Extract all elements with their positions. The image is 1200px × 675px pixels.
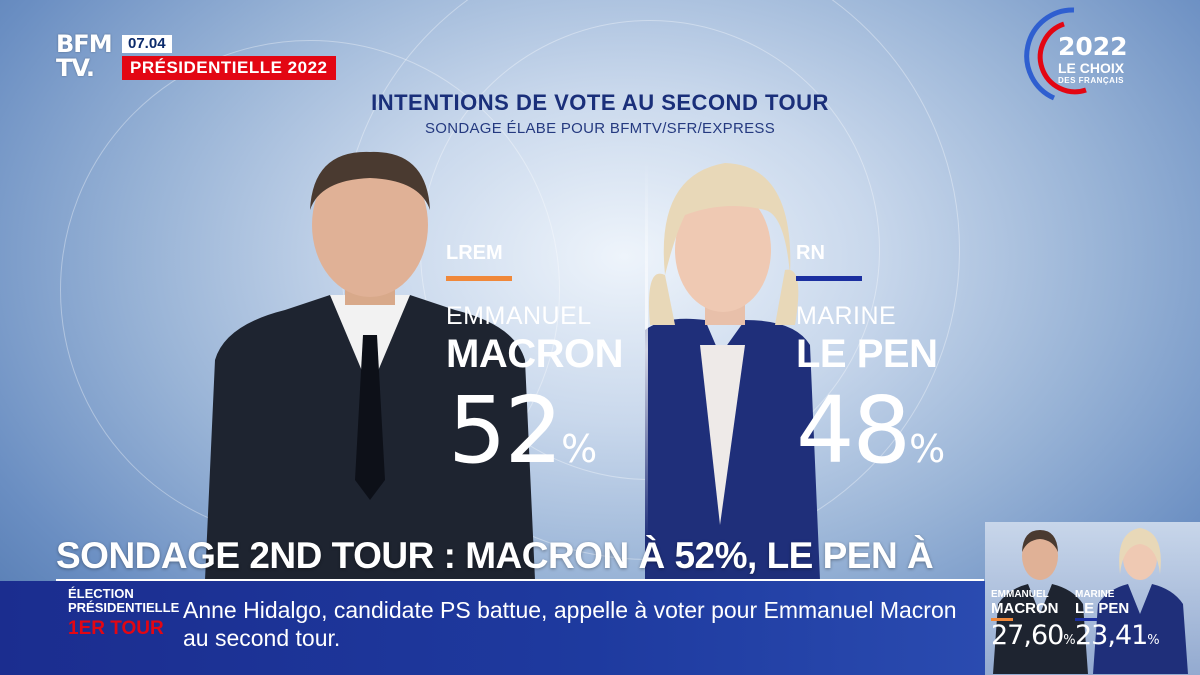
percentage-unit-macron: % bbox=[561, 427, 598, 471]
first-round-results-panel: EMMANUEL MACRON 27,60% MARINE LE PEN 23,… bbox=[985, 522, 1200, 675]
party-color-bar-lepen bbox=[796, 276, 862, 281]
party-label-lepen: RN bbox=[796, 242, 825, 264]
candidate-first-name-lepen: MARINE bbox=[796, 302, 897, 330]
percentage-unit-lepen: % bbox=[909, 427, 946, 471]
logo-line-2: TV. bbox=[56, 54, 95, 82]
mini-first-name-macron: EMMANUEL bbox=[991, 589, 1049, 600]
badge-line-1: LE CHOIX bbox=[1058, 60, 1125, 76]
party-color-bar-macron bbox=[446, 276, 512, 281]
mini-photo-macron bbox=[993, 530, 1088, 674]
candidate-photo-lepen bbox=[645, 163, 820, 580]
mini-last-name-macron: MACRON bbox=[991, 600, 1059, 617]
page-subtitle: SONDAGE ÉLABE POUR BFMTV/SFR/EXPRESS bbox=[424, 120, 776, 137]
mini-percentage-value-macron: 27,60 bbox=[991, 620, 1064, 651]
page-title: INTENTIONS DE VOTE AU SECOND TOUR bbox=[371, 90, 829, 115]
center-divider bbox=[645, 160, 648, 540]
mini-percentage-unit-lepen: % bbox=[1147, 633, 1159, 648]
headline: SONDAGE 2ND TOUR : MACRON À 52%, LE PEN … bbox=[56, 535, 934, 622]
candidate-photo-macron bbox=[205, 151, 535, 580]
mini-percentage-value-lepen: 23,41 bbox=[1075, 620, 1148, 651]
percentage-value-macron: 52 bbox=[448, 377, 563, 484]
ticker-label-line-2: PRÉSIDENTIELLE bbox=[68, 600, 180, 615]
mini-first-name-lepen: MARINE bbox=[1075, 589, 1115, 600]
logo-line-1: BFM bbox=[56, 30, 113, 58]
candidate-first-name-macron: EMMANUEL bbox=[446, 302, 592, 330]
headline-rule bbox=[56, 579, 984, 581]
mini-percentage-unit-macron: % bbox=[1063, 633, 1075, 648]
candidate-percentage-lepen: 48% bbox=[796, 385, 945, 495]
mini-percentage-lepen: 23,41% bbox=[1075, 620, 1160, 651]
candidate-percentage-macron: 52% bbox=[448, 385, 597, 495]
ticker-label-line-1: ÉLECTION bbox=[68, 586, 134, 601]
mini-color-bar-lepen bbox=[1075, 618, 1097, 621]
ticker-text: Anne Hidalgo, candidate PS battue, appel… bbox=[183, 597, 957, 651]
mini-percentage-macron: 27,60% bbox=[991, 620, 1076, 651]
mini-last-name-lepen: LE PEN bbox=[1075, 600, 1130, 617]
badge-year: 2022 bbox=[1058, 32, 1128, 61]
bfmtv-logo: BFM TV. bbox=[56, 32, 118, 86]
date-chip: 07.04 bbox=[122, 35, 172, 53]
party-label-macron: LREM bbox=[446, 242, 503, 264]
mini-photo-lepen bbox=[1093, 528, 1188, 674]
candidate-last-name-macron: MACRON bbox=[446, 332, 623, 376]
badge-line-2: DES FRANÇAIS bbox=[1058, 76, 1125, 85]
news-ticker bbox=[0, 581, 985, 675]
ticker-label-line-3: 1ER TOUR bbox=[68, 618, 164, 639]
candidate-last-name-lepen: LE PEN bbox=[796, 332, 938, 376]
election-badge-arc-icon bbox=[1024, 7, 1087, 101]
mini-color-bar-macron bbox=[991, 618, 1013, 621]
event-chip: PRÉSIDENTIELLE 2022 bbox=[122, 56, 336, 80]
percentage-value-lepen: 48 bbox=[796, 377, 911, 484]
